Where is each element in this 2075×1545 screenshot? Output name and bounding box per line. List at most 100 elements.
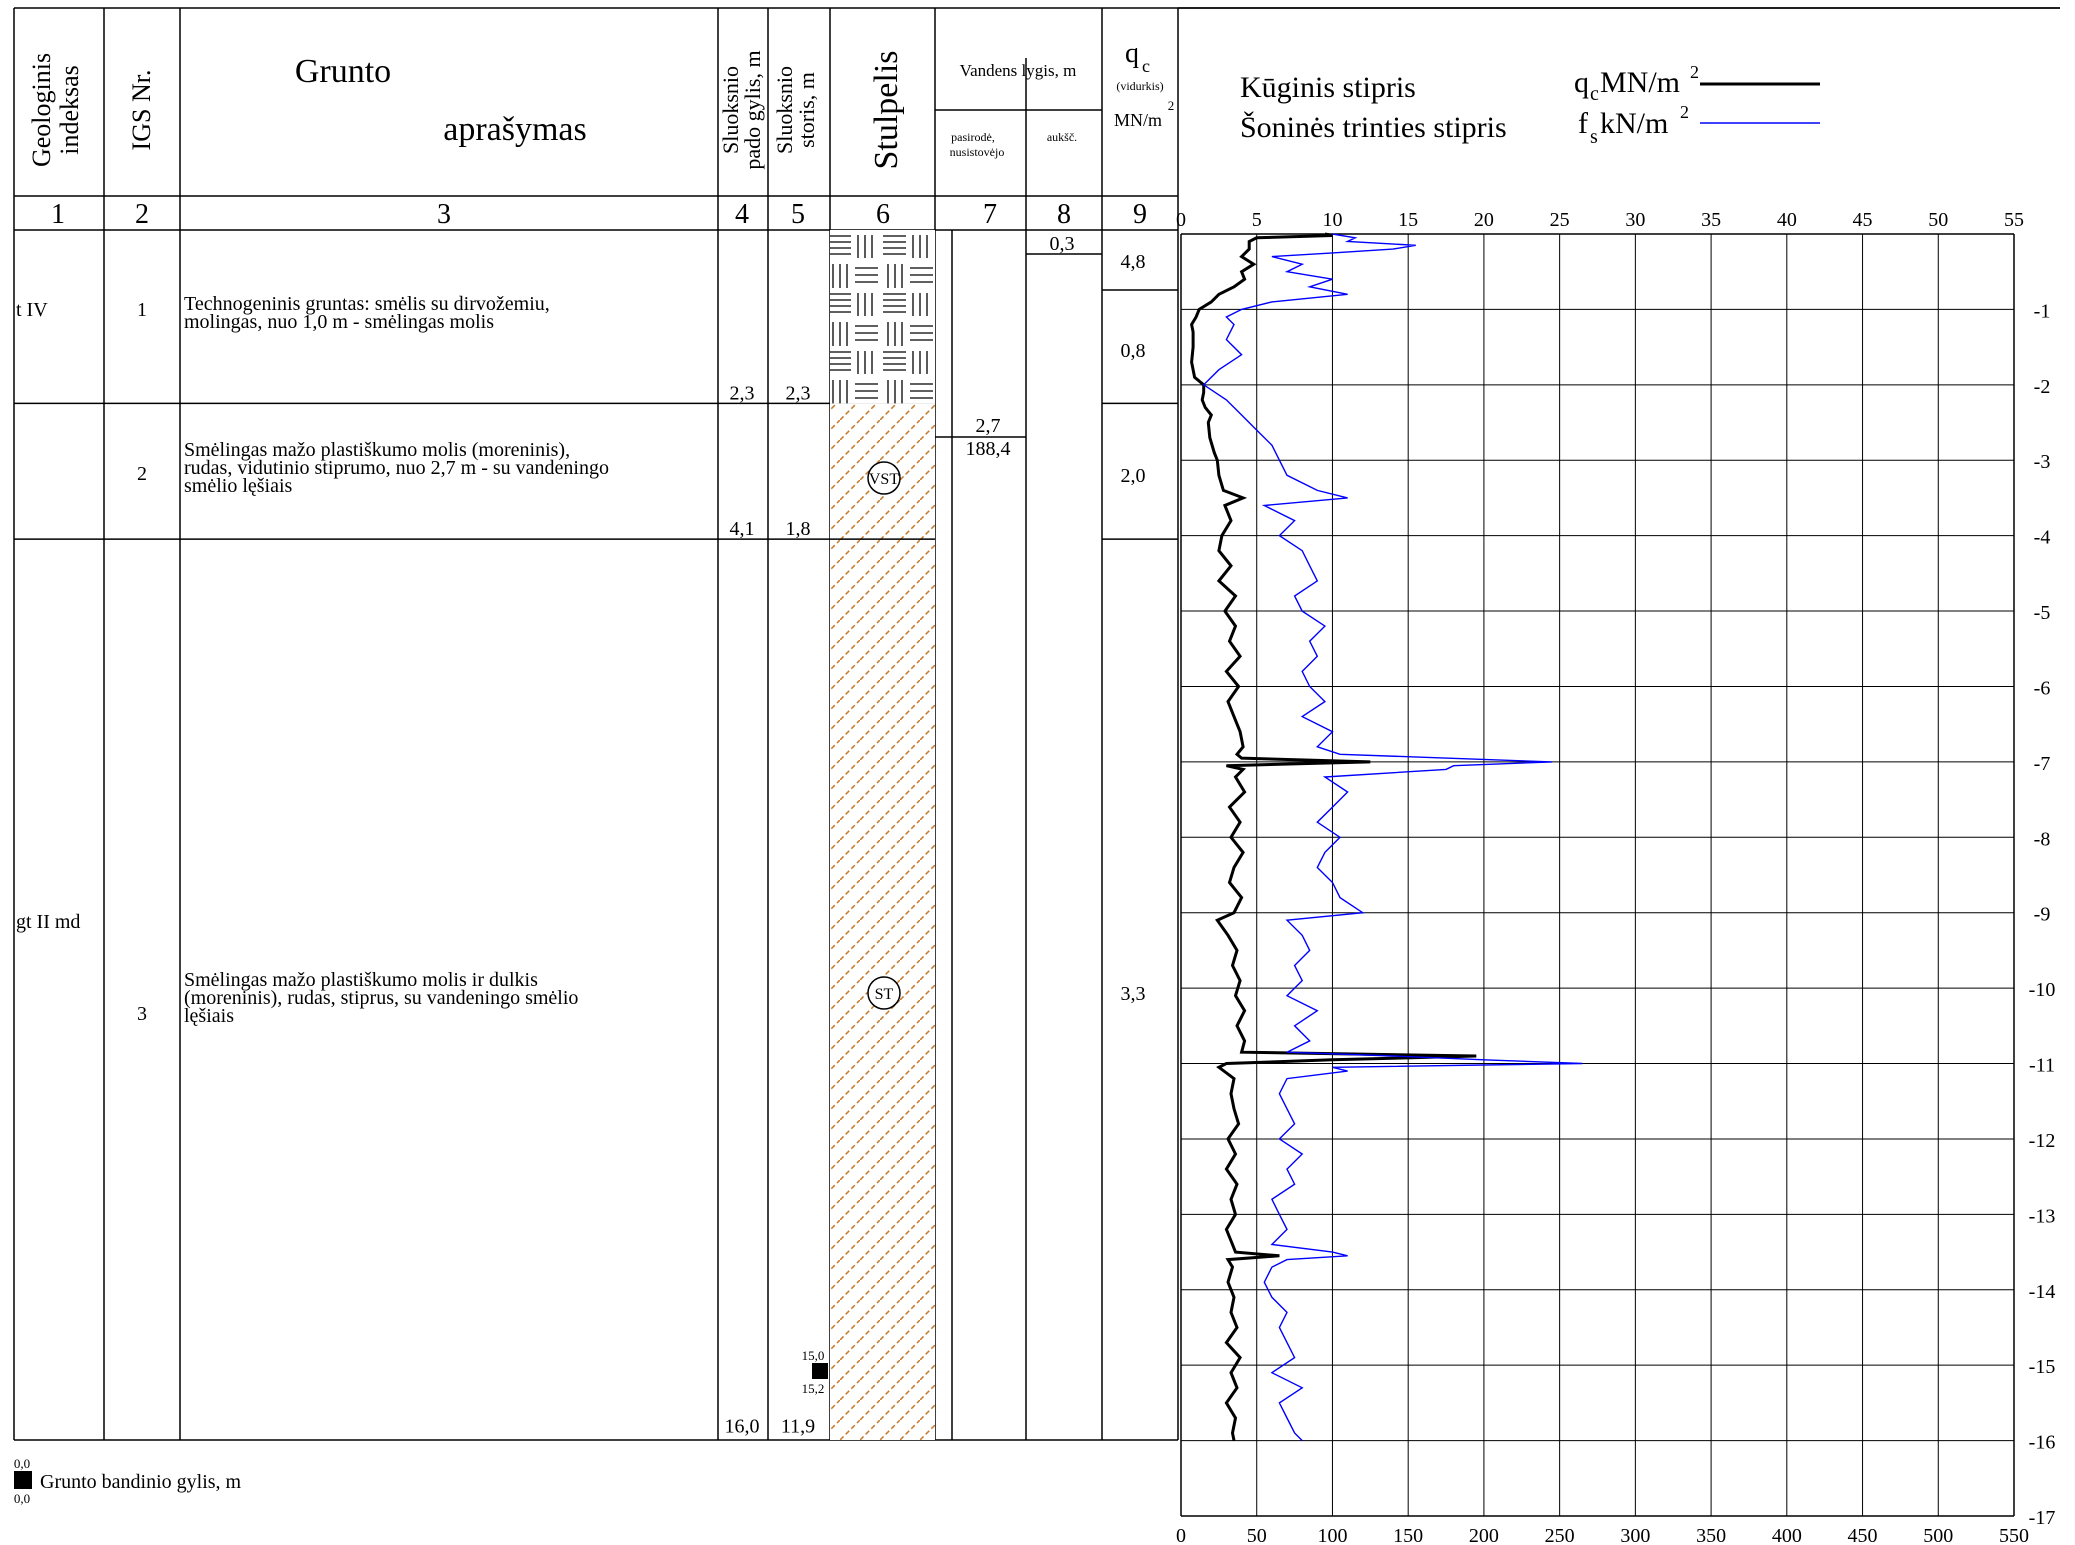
y-tick: -16: [2029, 1432, 2056, 1454]
qc-average-value: 4,8: [1121, 251, 1146, 273]
header-aprasymas: aprašymas: [443, 111, 587, 148]
x-tick-top: 25: [1550, 209, 1570, 231]
x-tick-bottom: 0: [1176, 1525, 1186, 1545]
x-tick-top: 30: [1625, 209, 1645, 231]
legend-qc-symbol: q: [1574, 66, 1589, 99]
header-water-height: aukšč.: [1047, 130, 1077, 144]
header-indeksas: indeksas: [55, 65, 84, 155]
layer-description-line: (moreninis), rudas, stiprus, su vandenin…: [184, 987, 578, 1009]
layer-description-line: molingas, nuo 1,0 m - smėlingas molis: [184, 311, 494, 333]
x-tick-top: 10: [1322, 209, 1342, 231]
column-number-4: 4: [735, 199, 749, 230]
legend-cone-label: Kūginis stipris: [1240, 71, 1416, 104]
layer-description-line: rudas, vidutinio stiprumo, nuo 2,7 m - s…: [184, 457, 609, 479]
cpt-chart: 0055010100151502020025250303003535040400…: [1176, 209, 2055, 1545]
header-pado-gylis: pado gylis, m: [740, 50, 765, 169]
side-friction-line: [1202, 233, 1583, 1442]
y-tick: -12: [2029, 1130, 2056, 1152]
column-number-9: 9: [1133, 199, 1147, 230]
x-tick-bottom: 400: [1772, 1525, 1802, 1545]
x-tick-top: 0: [1176, 209, 1186, 231]
column-number-3: 3: [437, 199, 451, 230]
header-qc-avg: (vidurkis): [1116, 79, 1163, 93]
header-sluoksnio: Sluoksnio: [718, 66, 743, 154]
column-number-1: 1: [51, 199, 65, 230]
qc-average-value: 0,8: [1121, 340, 1146, 362]
header-water-settled: nusistovėjo: [950, 145, 1005, 159]
x-tick-bottom: 300: [1620, 1525, 1650, 1545]
layer-index-3: gt II md: [16, 911, 80, 933]
x-tick-bottom: 500: [1923, 1525, 1953, 1545]
column-fill-pattern: [830, 230, 935, 404]
header-qc-sub: c: [1142, 56, 1150, 76]
x-tick-bottom: 350: [1696, 1525, 1726, 1545]
sample-marker: [812, 1363, 828, 1379]
layer-description-line: smėlio lęšiais: [184, 475, 293, 497]
cone-resistance-line: [1190, 232, 1477, 1441]
header-sluoksnio-2: Sluoksnio: [772, 66, 797, 154]
header-water-appeared: pasirodė,: [951, 130, 995, 144]
x-tick-top: 5: [1252, 209, 1262, 231]
y-tick: -10: [2029, 979, 2056, 1001]
header-geologinis: Geologinis: [27, 53, 56, 167]
layer-bottom-depth-3: 16,0: [725, 1415, 760, 1437]
x-tick-top: 35: [1701, 209, 1721, 231]
y-tick: -17: [2029, 1507, 2056, 1529]
y-tick: -2: [2034, 376, 2051, 398]
column-number-5: 5: [791, 199, 805, 230]
legend-fs-symbol: f: [1578, 107, 1588, 140]
layer-igs-2: 2: [137, 463, 147, 485]
legend-qc-sub: c: [1590, 83, 1599, 105]
water-height-value: 0,3: [1050, 233, 1075, 255]
layer-igs-3: 3: [137, 1003, 147, 1025]
legend-fs-sup: 2: [1680, 102, 1689, 122]
header-qc-unit-sup: 2: [1168, 98, 1175, 113]
x-tick-top: 45: [1853, 209, 1873, 231]
y-tick: -4: [2034, 527, 2051, 549]
y-tick: -8: [2034, 828, 2051, 850]
qc-average-value: 3,3: [1121, 983, 1146, 1005]
layer-description-line: lęšiais: [184, 1005, 234, 1027]
layer-bottom-depth-2: 4,1: [730, 518, 755, 540]
symbol-circle-VST: [867, 461, 901, 495]
layer-igs-1: 1: [137, 299, 147, 321]
x-tick-top: 20: [1474, 209, 1494, 231]
header-grunto: Grunto: [295, 53, 391, 90]
y-tick: -5: [2034, 602, 2051, 624]
column-number-7: 7: [983, 199, 997, 230]
y-tick: -14: [2029, 1281, 2056, 1303]
layer-thickness-1: 2,3: [786, 382, 811, 404]
sample-legend-text: Grunto bandinio gylis, m: [40, 1471, 242, 1493]
column-clay-pattern: [830, 403, 935, 1440]
header-stulpelis: Stulpelis: [868, 50, 905, 169]
water-appeared-value: 2,7: [976, 415, 1001, 437]
column-number-8: 8: [1057, 199, 1071, 230]
chart-legend: Kūginis stipris Šoninės trinties stipris q…: [1240, 62, 1820, 148]
layer-symbol-3: ST: [875, 986, 894, 1003]
header-igs-nr: IGS Nr.: [127, 70, 156, 151]
y-tick: -11: [2029, 1055, 2055, 1077]
table-grid-lines: [13, 7, 2060, 1441]
column-numbers: 1 2 3 4 5 6 7 8 9: [51, 199, 1147, 230]
layer-rows: t IV 1 Technogeninis gruntas: smėlis su di…: [14, 230, 1178, 1506]
sample-legend-bottom: 0,0: [14, 1491, 30, 1506]
x-tick-bottom: 100: [1317, 1525, 1347, 1545]
header-qc-unit: MN/m: [1114, 110, 1162, 130]
y-tick: -7: [2034, 753, 2051, 775]
y-tick: -3: [2034, 451, 2051, 473]
x-tick-bottom: 50: [1247, 1525, 1267, 1545]
y-tick: -9: [2034, 904, 2051, 926]
sample-legend-marker: [14, 1471, 32, 1489]
sample-bottom-depth: 15,2: [802, 1381, 825, 1396]
layer-description-line: Technogeninis gruntas: smėlis su dirvože…: [184, 293, 550, 315]
x-tick-top: 55: [2004, 209, 2024, 231]
column-number-2: 2: [135, 199, 149, 230]
y-tick: -6: [2034, 677, 2051, 699]
x-tick-bottom: 550: [1999, 1525, 2029, 1545]
legend-qc-unit: MN/m: [1600, 66, 1680, 99]
column-number-6: 6: [876, 199, 890, 230]
sample-legend-top: 0,0: [14, 1456, 30, 1471]
x-tick-top: 15: [1398, 209, 1418, 231]
x-tick-bottom: 250: [1545, 1525, 1575, 1545]
